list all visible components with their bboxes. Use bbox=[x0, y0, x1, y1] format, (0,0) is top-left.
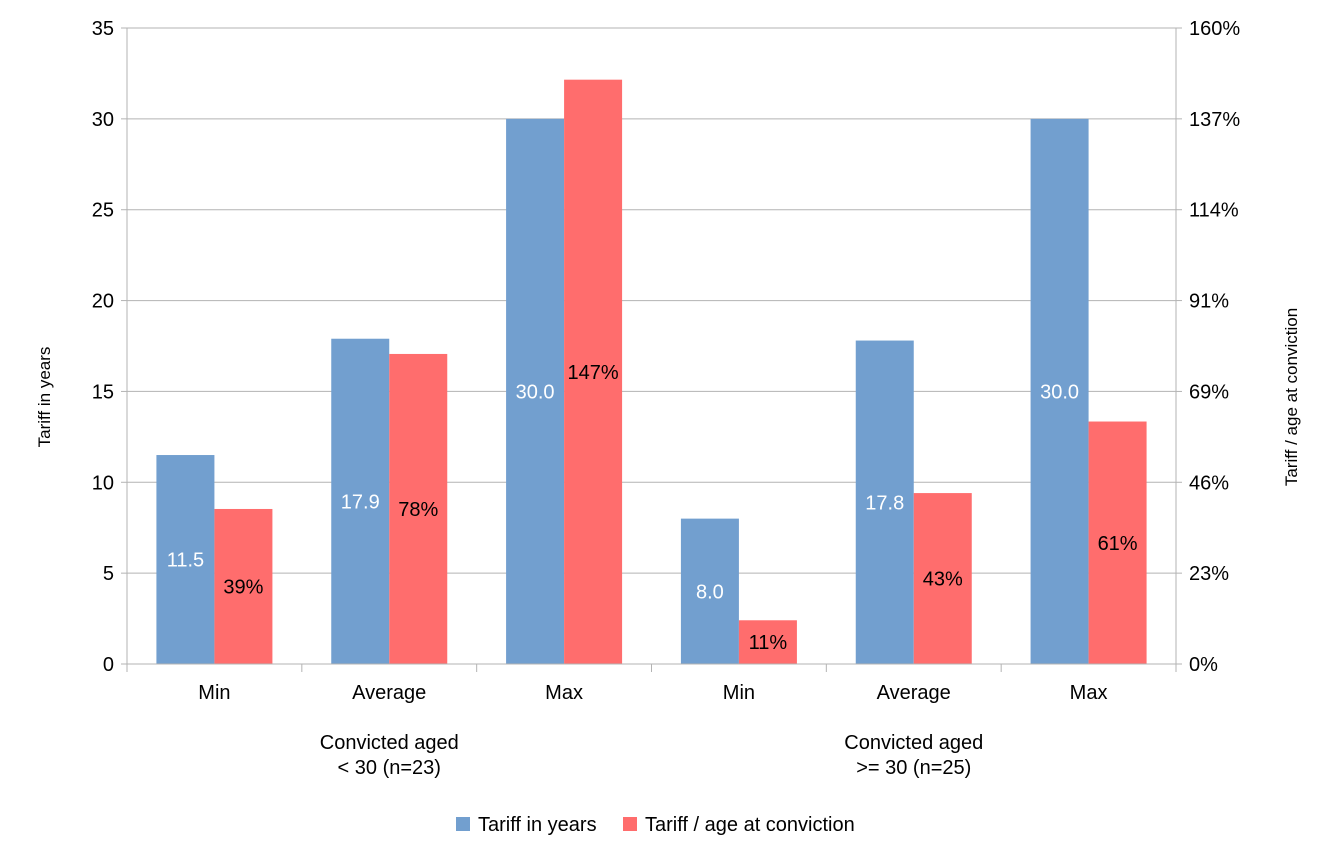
bar-tariff-years bbox=[506, 118, 565, 665]
data-label-tariff-age: 147% bbox=[568, 362, 619, 384]
category-labels: Min Average Max Min Average Max bbox=[198, 682, 1107, 704]
axes bbox=[121, 27, 1182, 672]
group-label-line1: Convicted aged bbox=[320, 732, 459, 754]
left-axis-ticks: 0 5 10 15 20 25 30 35 bbox=[92, 18, 114, 676]
right-tick-label: 46% bbox=[1189, 472, 1229, 494]
category-label: Min bbox=[723, 682, 755, 704]
group-labels: Convicted aged < 30 (n=23) Convicted aged >… bbox=[320, 732, 983, 779]
data-label-tariff-years: 11.5 bbox=[167, 550, 204, 572]
left-tick-label: 35 bbox=[92, 18, 114, 40]
legend-swatch-tariff-age bbox=[623, 817, 637, 831]
right-tick-label: 69% bbox=[1189, 381, 1229, 403]
gridlines bbox=[127, 27, 1176, 574]
data-label-tariff-age: 78% bbox=[398, 499, 438, 521]
category-label: Average bbox=[877, 682, 951, 704]
left-tick-label: 20 bbox=[92, 291, 114, 313]
bar-tariff-age bbox=[214, 508, 273, 664]
left-axis-title: Tariff in years bbox=[35, 347, 54, 448]
bar-tariff-age bbox=[913, 493, 972, 664]
right-tick-label: 137% bbox=[1189, 109, 1240, 131]
category-label: Max bbox=[545, 682, 583, 704]
data-label-tariff-age: 11% bbox=[749, 632, 788, 654]
data-label-tariff-years: 8.0 bbox=[696, 581, 724, 603]
bar-tariff-age bbox=[564, 79, 623, 665]
right-tick-label: 91% bbox=[1189, 291, 1229, 313]
bar-tariff-age bbox=[1088, 421, 1147, 664]
data-label-tariff-age: 39% bbox=[223, 576, 263, 598]
bar-tariff-age bbox=[389, 353, 448, 664]
data-label-tariff-age: 43% bbox=[923, 569, 963, 591]
bar-tariff-years bbox=[156, 455, 215, 664]
data-label-tariff-years: 30.0 bbox=[516, 381, 555, 403]
legend: Tariff in years Tariff / age at convicti… bbox=[456, 814, 855, 836]
right-axis-ticks: 0% 23% 46% 69% 91% 114% 137% 160% bbox=[1189, 18, 1240, 676]
left-tick-label: 0 bbox=[103, 654, 114, 676]
bar-tariff-years bbox=[680, 518, 739, 664]
data-label-tariff-years: 30.0 bbox=[1040, 381, 1079, 403]
bar-tariff-years bbox=[1030, 118, 1089, 665]
right-tick-label: 0% bbox=[1189, 654, 1218, 676]
category-label: Min bbox=[198, 682, 230, 704]
bars bbox=[156, 79, 1147, 665]
left-tick-label: 10 bbox=[92, 472, 114, 494]
group-label-line2: >= 30 (n=25) bbox=[856, 757, 971, 779]
right-axis-title: Tariff / age at conviction bbox=[1282, 308, 1301, 486]
legend-label-tariff-years: Tariff in years bbox=[478, 814, 597, 836]
left-tick-label: 15 bbox=[92, 381, 114, 403]
data-label-tariff-years: 17.8 bbox=[865, 492, 904, 514]
left-tick-label: 30 bbox=[92, 109, 114, 131]
left-tick-label: 25 bbox=[92, 200, 114, 222]
data-label-tariff-age: 61% bbox=[1098, 533, 1138, 555]
right-tick-label: 160% bbox=[1189, 18, 1240, 40]
bar-tariff-years bbox=[855, 340, 914, 664]
bar-tariff-years bbox=[331, 338, 390, 664]
group-label-line1: Convicted aged bbox=[844, 732, 983, 754]
category-label: Max bbox=[1070, 682, 1108, 704]
data-labels: 11.5 39% 17.9 78% 30.0 147% 8.0 11% 17.8 43% 30.0 6… bbox=[167, 362, 1138, 654]
category-label: Average bbox=[352, 682, 426, 704]
data-label-tariff-years: 17.9 bbox=[341, 491, 380, 513]
group-label-line2: < 30 (n=23) bbox=[338, 757, 441, 779]
legend-label-tariff-age: Tariff / age at conviction bbox=[645, 814, 855, 836]
right-tick-label: 23% bbox=[1189, 563, 1229, 585]
legend-swatch-tariff-years bbox=[456, 817, 470, 831]
left-tick-label: 5 bbox=[103, 563, 114, 585]
bar-tariff-age bbox=[738, 620, 797, 664]
right-tick-label: 114% bbox=[1189, 200, 1239, 222]
